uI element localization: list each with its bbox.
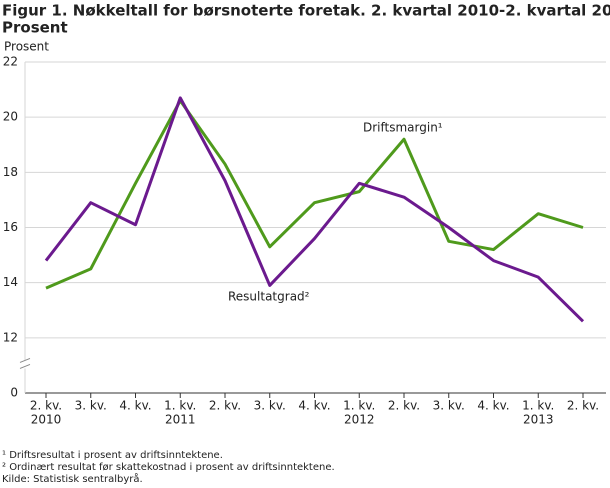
- x-tick-label: 3. kv.: [75, 399, 107, 413]
- x-tick-label: 2010: [31, 413, 62, 427]
- x-tick-label: 4. kv.: [298, 399, 330, 413]
- x-tick-label: 2. kv.: [30, 399, 62, 413]
- chart-title: Figur 1. Nøkkeltall for børsnoterte fore…: [2, 2, 610, 20]
- x-tick-label: 2012: [344, 413, 375, 427]
- x-tick-label: 1. kv.: [343, 399, 375, 413]
- x-tick-label: 3. kv.: [254, 399, 286, 413]
- x-tick-label: 1. kv.: [164, 399, 196, 413]
- axis-break-mark: [19, 363, 31, 369]
- y-tick-label: 18: [3, 165, 18, 179]
- series-label: Resultatgrad²: [228, 290, 310, 304]
- y-tick-label: 22: [3, 55, 18, 69]
- y-axis-label: Prosent: [4, 40, 49, 54]
- x-tick-label: 3. kv.: [433, 399, 465, 413]
- axis-break-mark: [19, 357, 31, 363]
- x-tick-label: 2011: [165, 413, 196, 427]
- footnote: Kilde: Statistisk sentralbyrå.: [2, 472, 143, 485]
- x-tick-label: 2. kv.: [388, 399, 420, 413]
- x-tick-label: 4. kv.: [119, 399, 151, 413]
- footnote: ¹ Driftsresultat i prosent av driftsinnt…: [2, 450, 223, 461]
- chart-subtitle: Prosent: [2, 19, 68, 37]
- axis-break-gap: [21, 360, 29, 369]
- y-tick-label: 16: [3, 220, 18, 234]
- x-tick-label: 2. kv.: [209, 399, 241, 413]
- line: [44, 96, 585, 323]
- series-label: Driftsmargin¹: [363, 121, 443, 135]
- y-tick-label: 12: [3, 330, 18, 344]
- y-tick-label: 20: [3, 110, 18, 124]
- y-tick-label: 0: [10, 386, 18, 400]
- y-tick-label: 14: [3, 275, 18, 289]
- line: [45, 99, 584, 290]
- x-tick-label: 4. kv.: [477, 399, 509, 413]
- footnote: ² Ordinært resultat før skattekostnad i …: [2, 462, 335, 473]
- x-tick-label: 1. kv.: [522, 399, 554, 413]
- x-tick-label: 2013: [523, 413, 554, 427]
- x-tick-label: 2. kv.: [567, 399, 599, 413]
